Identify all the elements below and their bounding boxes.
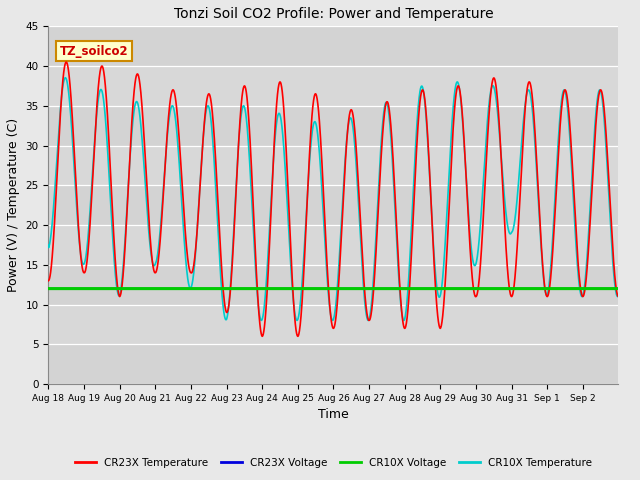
Bar	[49, 106, 618, 145]
Text: TZ_soilco2: TZ_soilco2	[60, 45, 129, 58]
X-axis label: Time: Time	[318, 408, 349, 421]
Bar	[49, 185, 618, 225]
Legend: CR23X Temperature, CR23X Voltage, CR10X Voltage, CR10X Temperature: CR23X Temperature, CR23X Voltage, CR10X …	[71, 454, 596, 472]
Title: Tonzi Soil CO2 Profile: Power and Temperature: Tonzi Soil CO2 Profile: Power and Temper…	[173, 7, 493, 21]
Bar	[49, 344, 618, 384]
Bar	[49, 265, 618, 304]
Y-axis label: Power (V) / Temperature (C): Power (V) / Temperature (C)	[7, 118, 20, 292]
Bar	[49, 26, 618, 66]
